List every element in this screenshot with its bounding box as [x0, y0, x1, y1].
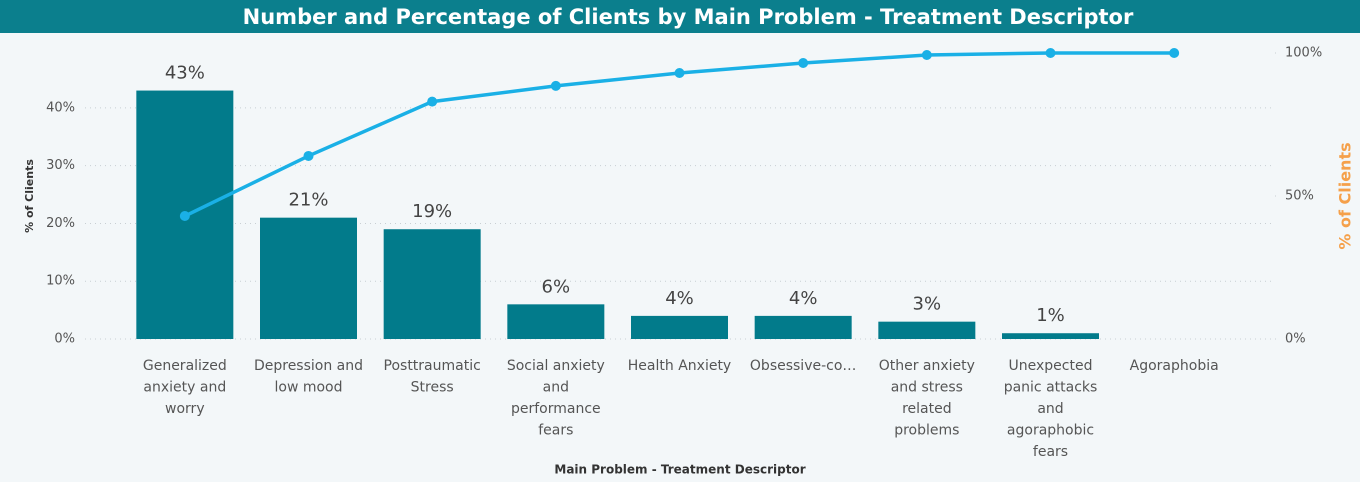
bar [260, 217, 357, 339]
data-label: 43% [165, 63, 205, 84]
x-tick-label: Unexpected panic attacks and agoraphobic fea… [1004, 358, 1098, 460]
x-tick-label: Obsessive-co… [750, 358, 857, 374]
x-tick-label: Agoraphobia [1130, 358, 1219, 374]
data-label: 3% [913, 294, 942, 315]
line-point [798, 58, 809, 69]
x-tick-label: Health Anxiety [628, 358, 731, 374]
line-point [550, 80, 561, 91]
x-tick-label: Depression and low mood [254, 358, 363, 396]
y2-tick-label: 50% [1285, 189, 1314, 204]
y-axis-title: % of Clients [23, 159, 36, 233]
y-tick-label: 0% [54, 332, 75, 347]
bar [631, 315, 728, 339]
line-point [303, 150, 314, 161]
data-label: 6% [542, 276, 571, 297]
line-point [921, 50, 932, 61]
bar [507, 304, 605, 339]
line-point [674, 68, 685, 79]
x-tick-label: Generalized anxiety and worry [143, 358, 227, 417]
bar [878, 321, 976, 339]
y-tick-label: 10% [46, 274, 75, 289]
data-label: 4% [789, 288, 818, 309]
data-label: 1% [1036, 305, 1065, 326]
y2-axis-title: % of Clients [1336, 142, 1355, 249]
data-label: 4% [665, 288, 694, 309]
bar [754, 315, 852, 339]
line-point [1169, 48, 1180, 58]
line-point [427, 96, 438, 107]
title-bar [0, 0, 1360, 33]
y2-tick-label: 0% [1285, 332, 1306, 347]
chart-title: Number and Percentage of Clients by Main… [243, 5, 1134, 29]
y-tick-label: 20% [46, 216, 75, 231]
line-point [1045, 48, 1056, 58]
y-tick-label: 30% [46, 158, 75, 173]
x-tick-label: Other anxiety and stress related problems [879, 358, 975, 439]
x-axis-title: Main Problem - Treatment Descriptor [554, 463, 805, 477]
y-tick-label: 40% [46, 100, 75, 115]
x-tick-label: Social anxiety and performance fears [507, 358, 605, 439]
line-point [179, 211, 190, 222]
bar [383, 229, 481, 339]
x-tick-label: Posttraumatic Stress [384, 358, 481, 396]
data-label: 21% [288, 190, 328, 211]
bar [1002, 333, 1099, 339]
y2-tick-label: 100% [1285, 46, 1322, 61]
data-label: 19% [412, 201, 452, 222]
